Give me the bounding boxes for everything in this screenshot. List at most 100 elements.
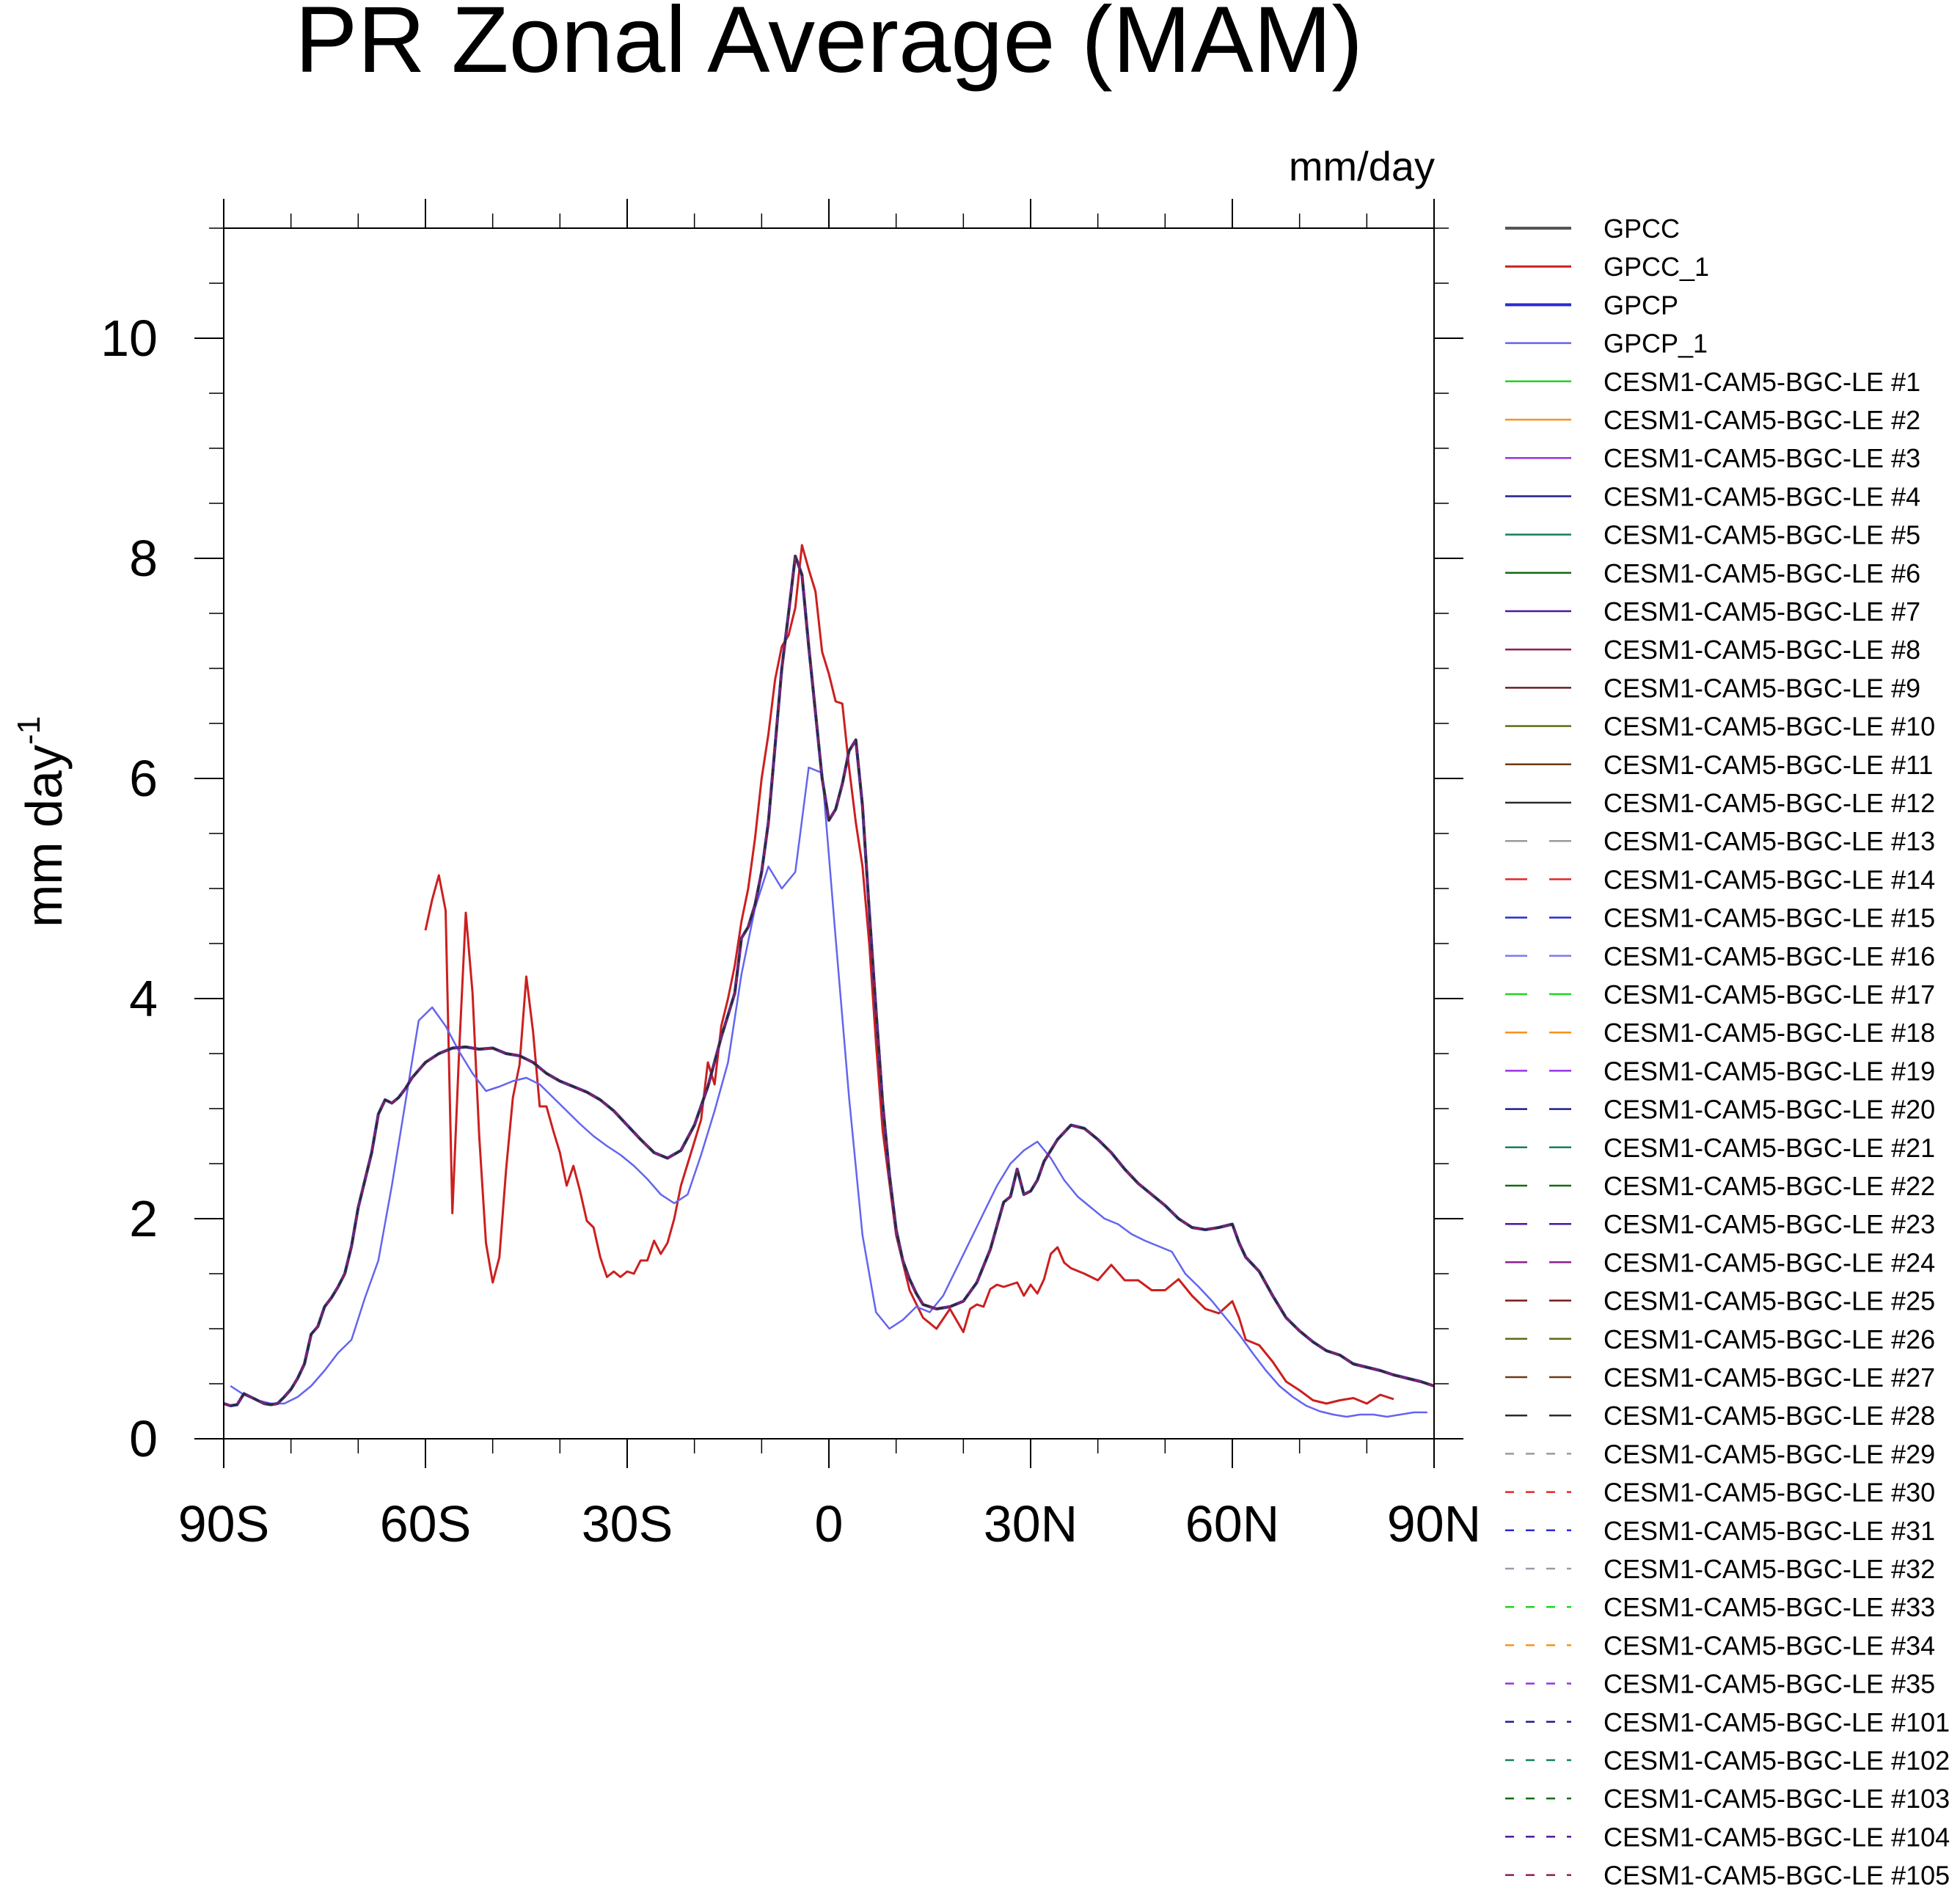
legend-label: CESM1-CAM5-BGC-LE #19 (1604, 1056, 1935, 1086)
x-tick-label: 60N (1185, 1495, 1279, 1552)
series-line-gpcc (223, 555, 1435, 1407)
series-line-cesm1-cam5-bgc-le-2 (223, 555, 1435, 1407)
legend-label: CESM1-CAM5-BGC-LE #2 (1604, 405, 1920, 435)
x-tick-label: 0 (815, 1495, 844, 1552)
x-tick-label: 60S (380, 1495, 472, 1552)
series-line-cesm1-cam5-bgc-le-14 (223, 555, 1435, 1407)
series-line-cesm1-cam5-bgc-le-3 (223, 555, 1435, 1407)
legend-label: CESM1-CAM5-BGC-LE #105 (1604, 1861, 1950, 1891)
legend-label: CESM1-CAM5-BGC-LE #28 (1604, 1401, 1935, 1431)
legend-label: CESM1-CAM5-BGC-LE #25 (1604, 1286, 1935, 1316)
legend-label: CESM1-CAM5-BGC-LE #6 (1604, 558, 1920, 588)
x-tick-label: 90N (1387, 1495, 1481, 1552)
legend-label: CESM1-CAM5-BGC-LE #24 (1604, 1247, 1935, 1277)
legend-label: CESM1-CAM5-BGC-LE #16 (1604, 941, 1935, 971)
axis-ticks: 90S 60S 30S 0 30N 60N 90N 0 2 4 6 8 10 (100, 199, 1481, 1552)
chart-title: PR Zonal Average (MAM) (295, 0, 1363, 92)
series-line-cesm1-cam5-bgc-le-32 (223, 555, 1435, 1407)
series-line-gpcp (223, 555, 1435, 1407)
series-line-cesm1-cam5-bgc-le-6 (223, 555, 1435, 1407)
legend-label: CESM1-CAM5-BGC-LE #33 (1604, 1592, 1935, 1622)
series-line-cesm1-cam5-bgc-le-31 (223, 555, 1435, 1407)
legend-label: CESM1-CAM5-BGC-LE #23 (1604, 1209, 1935, 1239)
series-line-cesm1-cam5-bgc-le-11 (223, 555, 1435, 1407)
series-line-cesm1-cam5-bgc-le-12 (223, 555, 1435, 1407)
legend-label: CESM1-CAM5-BGC-LE #101 (1604, 1707, 1950, 1737)
legend-label: CESM1-CAM5-BGC-LE #7 (1604, 596, 1920, 627)
x-tick-label: 90S (178, 1495, 270, 1552)
legend-label: CESM1-CAM5-BGC-LE #26 (1604, 1324, 1935, 1354)
series-line-cesm1-cam5-bgc-le-5 (223, 555, 1435, 1407)
legend-label: CESM1-CAM5-BGC-LE #5 (1604, 520, 1920, 550)
legend-label: CESM1-CAM5-BGC-LE #13 (1604, 826, 1935, 856)
units-label: mm/day (1289, 143, 1435, 189)
series-line-cesm1-cam5-bgc-le-8 (223, 555, 1435, 1407)
series-line-cesm1-cam5-bgc-le-18 (223, 555, 1435, 1407)
y-axis-label: mm day-1 (11, 716, 73, 927)
legend-label: CESM1-CAM5-BGC-LE #10 (1604, 712, 1935, 742)
legend-label: CESM1-CAM5-BGC-LE #103 (1604, 1784, 1950, 1814)
legend-label: CESM1-CAM5-BGC-LE #34 (1604, 1630, 1935, 1660)
series-line-cesm1-cam5-bgc-le-20 (223, 555, 1435, 1407)
legend-label: CESM1-CAM5-BGC-LE #27 (1604, 1362, 1935, 1393)
legend-label: GPCC_1 (1604, 252, 1709, 282)
series-line-cesm1-cam5-bgc-le-19 (223, 555, 1435, 1407)
series-line-gpcp-1 (230, 766, 1427, 1418)
series-line-cesm1-cam5-bgc-le-27 (223, 555, 1435, 1407)
series-line-cesm1-cam5-bgc-le-28 (223, 555, 1435, 1407)
legend-label: CESM1-CAM5-BGC-LE #15 (1604, 903, 1935, 933)
legend-label: GPCC (1604, 214, 1680, 244)
series-line-cesm1-cam5-bgc-le-24 (223, 555, 1435, 1407)
legend-label: CESM1-CAM5-BGC-LE #12 (1604, 788, 1935, 818)
y-tick-label: 2 (129, 1190, 158, 1247)
series-lines (223, 544, 1435, 1418)
plot-frame (223, 227, 1435, 1440)
legend-label: CESM1-CAM5-BGC-LE #9 (1604, 673, 1920, 703)
series-line-cesm1-cam5-bgc-le-30 (223, 555, 1435, 1407)
series-line-cesm1-cam5-bgc-le-23 (223, 555, 1435, 1407)
series-line-cesm1-cam5-bgc-le-15 (223, 555, 1435, 1407)
series-line-cesm1-cam5-bgc-le-17 (223, 555, 1435, 1407)
legend-label: CESM1-CAM5-BGC-LE #29 (1604, 1439, 1935, 1469)
series-line-cesm1-cam5-bgc-le-25 (223, 555, 1435, 1407)
series-line-cesm1-cam5-bgc-le-16 (223, 555, 1435, 1407)
series-line-cesm1-cam5-bgc-le-29 (223, 555, 1435, 1407)
series-line-cesm1-cam5-bgc-le-103 (223, 555, 1435, 1407)
legend-label: CESM1-CAM5-BGC-LE #8 (1604, 635, 1920, 665)
legend-label: CESM1-CAM5-BGC-LE #31 (1604, 1516, 1935, 1546)
legend-label: CESM1-CAM5-BGC-LE #17 (1604, 979, 1935, 1010)
legend-label: CESM1-CAM5-BGC-LE #14 (1604, 864, 1935, 894)
x-tick-label: 30N (984, 1495, 1078, 1552)
y-axis-label-superscript: -1 (11, 716, 47, 745)
series-line-cesm1-cam5-bgc-le-7 (223, 555, 1435, 1407)
series-line-cesm1-cam5-bgc-le-4 (223, 555, 1435, 1407)
legend-label: CESM1-CAM5-BGC-LE #22 (1604, 1171, 1935, 1201)
y-tick-label: 8 (129, 530, 158, 587)
legend-label: CESM1-CAM5-BGC-LE #102 (1604, 1745, 1950, 1776)
series-line-cesm1-cam5-bgc-le-13 (223, 555, 1435, 1407)
legend-label: CESM1-CAM5-BGC-LE #18 (1604, 1018, 1935, 1048)
legend-label: CESM1-CAM5-BGC-LE #1 (1604, 367, 1920, 397)
series-line-cesm1-cam5-bgc-le-21 (223, 555, 1435, 1407)
legend-label: GPCP (1604, 290, 1678, 320)
legend-label: CESM1-CAM5-BGC-LE #104 (1604, 1822, 1950, 1852)
legend-label: CESM1-CAM5-BGC-LE #3 (1604, 443, 1920, 473)
svg-text:mm day-1: mm day-1 (11, 716, 73, 927)
y-tick-label: 0 (129, 1410, 158, 1467)
series-line-cesm1-cam5-bgc-le-10 (223, 555, 1435, 1407)
legend-label: CESM1-CAM5-BGC-LE #20 (1604, 1095, 1935, 1125)
legend-label: CESM1-CAM5-BGC-LE #30 (1604, 1478, 1935, 1508)
series-line-cesm1-cam5-bgc-le-34 (223, 555, 1435, 1407)
y-tick-label: 4 (129, 970, 158, 1027)
series-line-cesm1-cam5-bgc-le-101 (223, 555, 1435, 1407)
series-line-cesm1-cam5-bgc-le-102 (223, 555, 1435, 1407)
y-axis-label-text: mm day (15, 745, 73, 927)
legend: GPCC GPCC_1 GPCP GPCP_1 CESM1-CAM5-BGC-LE #1… (1505, 214, 1950, 1891)
y-tick-label: 6 (129, 750, 158, 807)
series-line-cesm1-cam5-bgc-le-1 (223, 555, 1435, 1407)
legend-label: GPCP_1 (1604, 329, 1708, 359)
series-line-cesm1-cam5-bgc-le-35 (223, 555, 1435, 1407)
series-line-cesm1-cam5-bgc-le-26 (223, 555, 1435, 1407)
series-line-cesm1-cam5-bgc-le-104 (223, 555, 1435, 1407)
